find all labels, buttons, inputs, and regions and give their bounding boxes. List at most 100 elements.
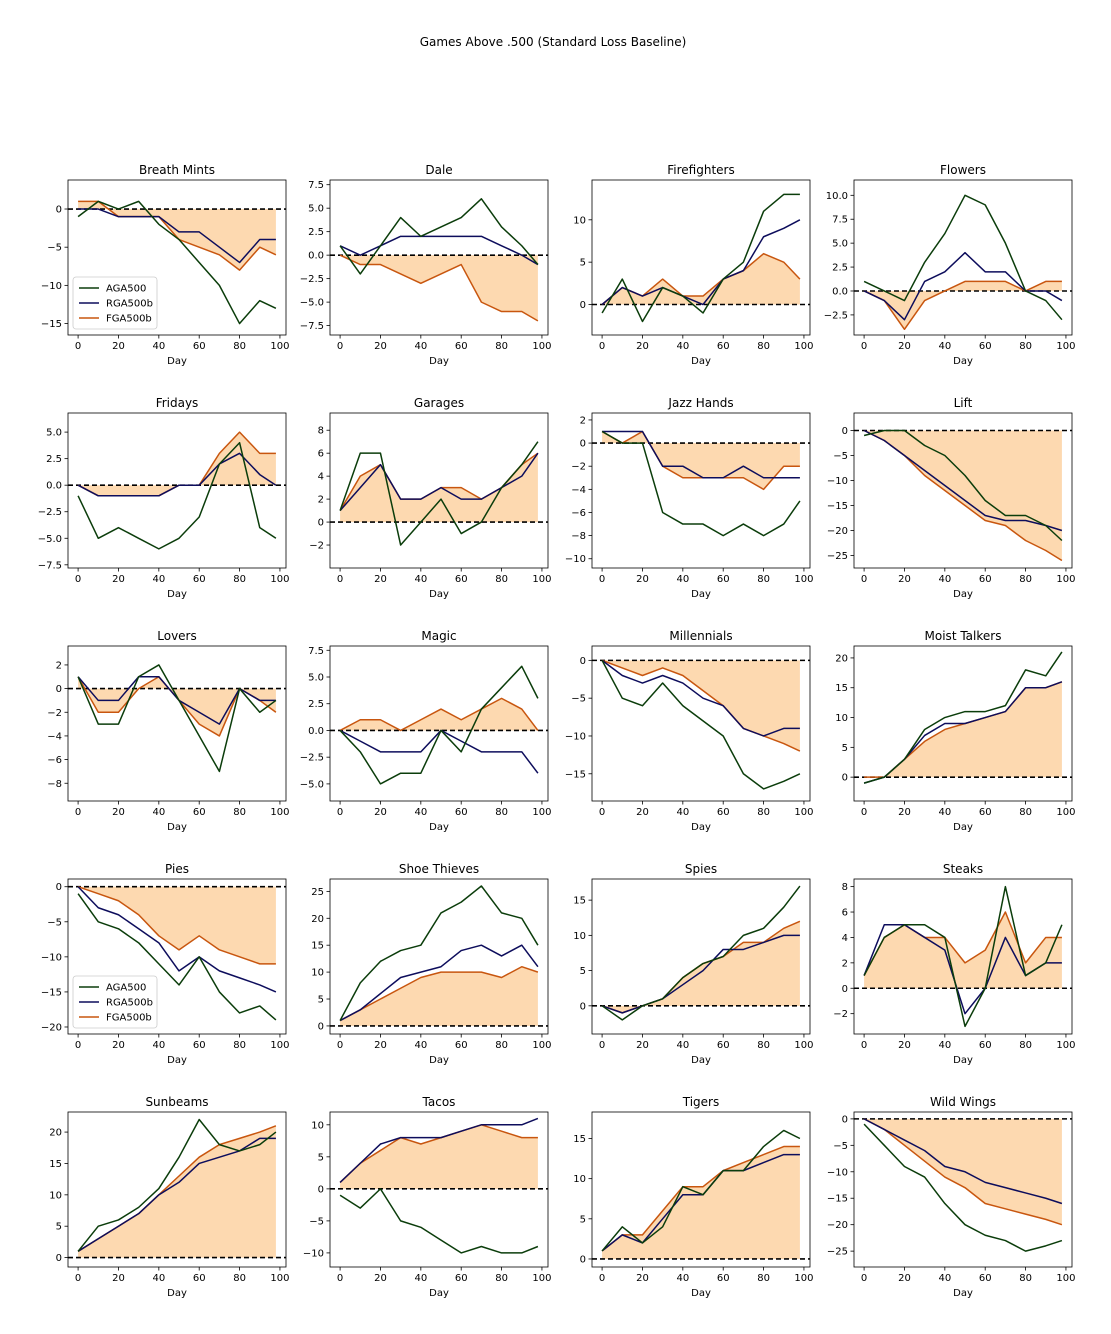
subplot-title: Pies bbox=[165, 862, 189, 876]
x-tick-label: 20 bbox=[374, 1273, 387, 1284]
series-line-aga500 bbox=[77, 664, 277, 773]
y-tick-label: 4 bbox=[318, 472, 324, 483]
subplot-breath-mints: 0 20 40 60 80 100 −15 −10 −5 0 Breath Mints Day AGA5… bbox=[41, 163, 290, 367]
x-tick-label: 0 bbox=[861, 1040, 867, 1051]
subplot-title: Breath Mints bbox=[139, 163, 215, 177]
y-tick-label: 15 bbox=[311, 941, 324, 952]
x-tick-label: 0 bbox=[75, 1273, 81, 1284]
x-tick-label: 40 bbox=[938, 1273, 951, 1284]
axes-frame bbox=[591, 1111, 811, 1268]
legend-label: AGA500 bbox=[106, 284, 146, 295]
y-tick-label: −2.5 bbox=[300, 274, 324, 285]
subplot-title: Lift bbox=[954, 396, 973, 410]
y-tick-label: −5.0 bbox=[38, 534, 62, 545]
x-tick-label: 0 bbox=[75, 807, 81, 818]
series-line-aga500 bbox=[863, 429, 1063, 542]
y-tick-label: 7.5 bbox=[308, 180, 324, 191]
x-tick-label: 40 bbox=[676, 807, 689, 818]
subplot-title: Flowers bbox=[940, 163, 986, 177]
x-tick-label: 60 bbox=[455, 1273, 468, 1284]
x-tick-label: 20 bbox=[112, 1273, 125, 1284]
axes-frame bbox=[67, 412, 287, 569]
y-tick-label: −2 bbox=[833, 1009, 848, 1020]
y-tick-label: −15 bbox=[565, 769, 586, 780]
legend-box bbox=[72, 975, 158, 1029]
y-tick-label: −15 bbox=[827, 501, 848, 512]
y-tick-label: 2 bbox=[580, 415, 586, 426]
x-axis-label: Day bbox=[167, 1055, 187, 1066]
x-tick-label: 60 bbox=[717, 807, 730, 818]
y-tick-label: 0 bbox=[842, 984, 848, 995]
series-line-aga500 bbox=[601, 885, 801, 1021]
x-axis-label: Day bbox=[429, 356, 449, 367]
x-tick-label: 80 bbox=[495, 807, 508, 818]
x-tick-label: 100 bbox=[1056, 341, 1075, 352]
y-tick-label: 5.0 bbox=[46, 428, 62, 439]
fga-fill-area bbox=[78, 201, 276, 271]
x-tick-label: 60 bbox=[455, 341, 468, 352]
y-tick-label: −4 bbox=[47, 731, 62, 742]
axes-frame bbox=[67, 179, 287, 336]
x-tick-label: 0 bbox=[599, 341, 605, 352]
axes-frame bbox=[329, 179, 549, 336]
y-tick-label: −10 bbox=[41, 281, 62, 292]
x-tick-label: 80 bbox=[1019, 1273, 1032, 1284]
y-tick-label: 10 bbox=[573, 215, 586, 226]
series-line-rga500b bbox=[339, 944, 539, 1022]
x-axis-label: Day bbox=[167, 822, 187, 833]
y-tick-label: −10 bbox=[827, 476, 848, 487]
series-line-aga500 bbox=[77, 1118, 277, 1252]
series-line-rga500b bbox=[339, 1117, 539, 1183]
x-tick-label: 100 bbox=[270, 1273, 289, 1284]
x-tick-label: 100 bbox=[1056, 1040, 1075, 1051]
y-tick-label: 25 bbox=[311, 887, 324, 898]
fga-fill-area bbox=[864, 912, 1062, 989]
y-tick-label: 5 bbox=[580, 966, 586, 977]
x-tick-label: 80 bbox=[495, 341, 508, 352]
y-tick-label: 2.5 bbox=[832, 263, 848, 274]
y-tick-label: 5.0 bbox=[832, 239, 848, 250]
x-tick-label: 40 bbox=[414, 1273, 427, 1284]
x-axis-label: Day bbox=[167, 356, 187, 367]
y-tick-label: −5 bbox=[309, 1216, 324, 1227]
y-tick-label: −10 bbox=[41, 952, 62, 963]
y-tick-label: 15 bbox=[49, 1159, 62, 1170]
x-axis-label: Day bbox=[953, 1055, 973, 1066]
series-line-rga500b bbox=[863, 1118, 1063, 1205]
x-tick-label: 80 bbox=[1019, 341, 1032, 352]
legend-label: AGA500 bbox=[106, 983, 146, 994]
x-tick-label: 0 bbox=[599, 1040, 605, 1051]
subplot-steaks: 0 20 40 60 80 100 −2 0 2 4 6 8 Steaks Day bbox=[833, 862, 1075, 1066]
series-line-rga500b bbox=[77, 676, 276, 725]
x-tick-label: 60 bbox=[193, 807, 206, 818]
x-axis-label: Day bbox=[691, 1055, 711, 1066]
x-tick-label: 100 bbox=[532, 341, 551, 352]
x-tick-label: 0 bbox=[861, 574, 867, 585]
legend: AGA500 RGA500b FGA500b bbox=[72, 975, 158, 1029]
x-tick-label: 40 bbox=[676, 574, 689, 585]
x-tick-label: 40 bbox=[152, 341, 165, 352]
fga-fill-area bbox=[340, 698, 538, 731]
series-line-aga500 bbox=[863, 651, 1063, 784]
y-tick-label: 8 bbox=[842, 882, 848, 893]
y-tick-label: −20 bbox=[827, 1220, 848, 1231]
x-tick-label: 100 bbox=[270, 1040, 289, 1051]
axes-frame bbox=[591, 878, 811, 1035]
y-tick-label: −8 bbox=[47, 779, 62, 790]
series-line-rga500b bbox=[863, 429, 1063, 532]
subplot-title: Lovers bbox=[157, 629, 197, 643]
x-axis-label: Day bbox=[429, 1055, 449, 1066]
x-tick-label: 20 bbox=[636, 341, 649, 352]
y-tick-label: 10 bbox=[573, 931, 586, 942]
x-tick-label: 100 bbox=[532, 1273, 551, 1284]
y-tick-label: 5 bbox=[580, 1214, 586, 1225]
x-tick-label: 80 bbox=[233, 574, 246, 585]
y-tick-label: −6 bbox=[47, 755, 62, 766]
y-tick-label: −2 bbox=[309, 541, 324, 552]
subplot-title: Wild Wings bbox=[930, 1095, 996, 1109]
y-tick-label: 0 bbox=[318, 1184, 324, 1195]
series-line-fga500b bbox=[601, 1145, 800, 1252]
x-tick-label: 40 bbox=[938, 1040, 951, 1051]
y-tick-label: 10 bbox=[49, 1190, 62, 1201]
y-tick-label: −5.0 bbox=[300, 298, 324, 309]
